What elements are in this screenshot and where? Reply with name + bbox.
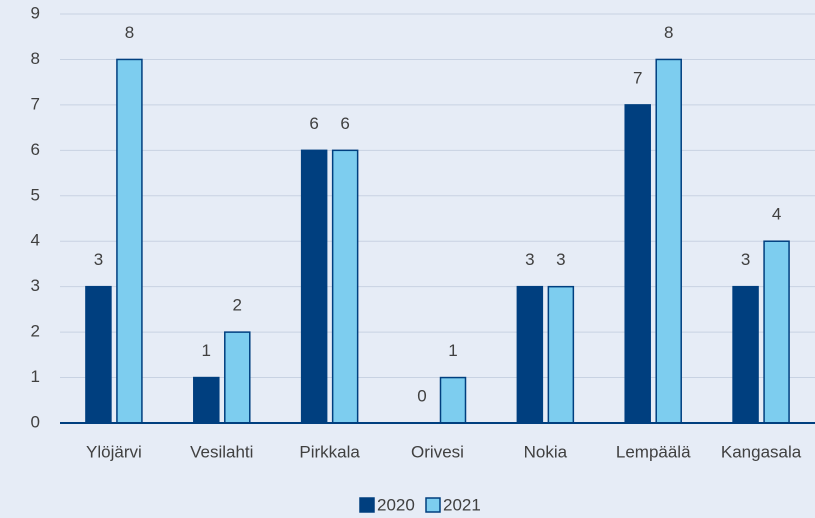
data-label: 8 <box>125 23 134 42</box>
bar <box>516 285 544 424</box>
bar <box>193 376 220 424</box>
x-tick-label: Kangasala <box>721 442 802 461</box>
bar <box>116 58 143 424</box>
data-label: 3 <box>556 250 565 269</box>
y-tick-label: 4 <box>31 231 40 250</box>
bar <box>300 149 328 424</box>
bar <box>655 58 682 424</box>
legend-swatch <box>425 497 441 513</box>
data-label: 4 <box>772 205 781 224</box>
data-label: 3 <box>741 250 750 269</box>
x-tick-label: Pirkkala <box>299 442 360 461</box>
bar <box>547 285 575 424</box>
data-label: 1 <box>448 341 457 360</box>
x-tick-label: Orivesi <box>411 442 464 461</box>
bar <box>331 149 359 424</box>
y-tick-label: 0 <box>31 412 40 431</box>
x-tick-label: Lempäälä <box>616 442 691 461</box>
y-tick-label: 7 <box>31 94 40 113</box>
legend-label: 2020 <box>377 495 415 514</box>
y-tick-label: 3 <box>31 276 40 295</box>
bar <box>224 331 251 424</box>
data-label: 8 <box>664 23 673 42</box>
data-label: 3 <box>525 250 534 269</box>
data-label: 1 <box>202 341 211 360</box>
y-tick-label: 5 <box>31 185 40 204</box>
y-tick-label: 9 <box>31 3 40 22</box>
bar <box>732 285 759 424</box>
bar <box>439 376 467 424</box>
bar <box>624 104 651 424</box>
y-tick-label: 8 <box>31 49 40 68</box>
data-label: 2 <box>233 296 242 315</box>
data-label: 6 <box>340 114 349 133</box>
data-label: 6 <box>309 114 318 133</box>
data-label: 3 <box>94 250 103 269</box>
bar <box>763 240 790 424</box>
x-tick-label: Vesilahti <box>190 442 253 461</box>
legend-swatch <box>359 497 375 513</box>
y-tick-label: 6 <box>31 140 40 159</box>
data-label: 7 <box>633 68 642 87</box>
x-tick-label: Ylöjärvi <box>86 442 142 461</box>
x-tick-label: Nokia <box>524 442 568 461</box>
data-label: 0 <box>417 386 426 405</box>
bar <box>85 285 112 424</box>
y-tick-label: 2 <box>31 322 40 341</box>
legend-label: 2021 <box>443 495 481 514</box>
y-tick-label: 1 <box>31 367 40 386</box>
